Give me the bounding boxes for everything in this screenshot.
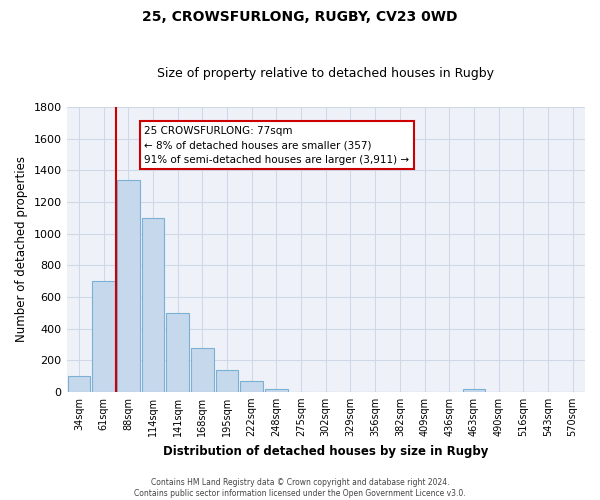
X-axis label: Distribution of detached houses by size in Rugby: Distribution of detached houses by size … — [163, 444, 488, 458]
Bar — [68, 376, 90, 392]
Text: 25, CROWSFURLONG, RUGBY, CV23 0WD: 25, CROWSFURLONG, RUGBY, CV23 0WD — [142, 10, 458, 24]
Bar — [117, 180, 140, 392]
Bar — [215, 370, 238, 392]
Bar — [191, 348, 214, 392]
Text: Contains HM Land Registry data © Crown copyright and database right 2024.
Contai: Contains HM Land Registry data © Crown c… — [134, 478, 466, 498]
Bar — [92, 281, 115, 392]
Title: Size of property relative to detached houses in Rugby: Size of property relative to detached ho… — [157, 66, 494, 80]
Bar — [463, 390, 485, 392]
Bar — [265, 388, 288, 392]
Bar — [166, 312, 189, 392]
Bar — [241, 380, 263, 392]
Text: 25 CROWSFURLONG: 77sqm
← 8% of detached houses are smaller (357)
91% of semi-det: 25 CROWSFURLONG: 77sqm ← 8% of detached … — [145, 126, 409, 165]
Y-axis label: Number of detached properties: Number of detached properties — [15, 156, 28, 342]
Bar — [142, 218, 164, 392]
